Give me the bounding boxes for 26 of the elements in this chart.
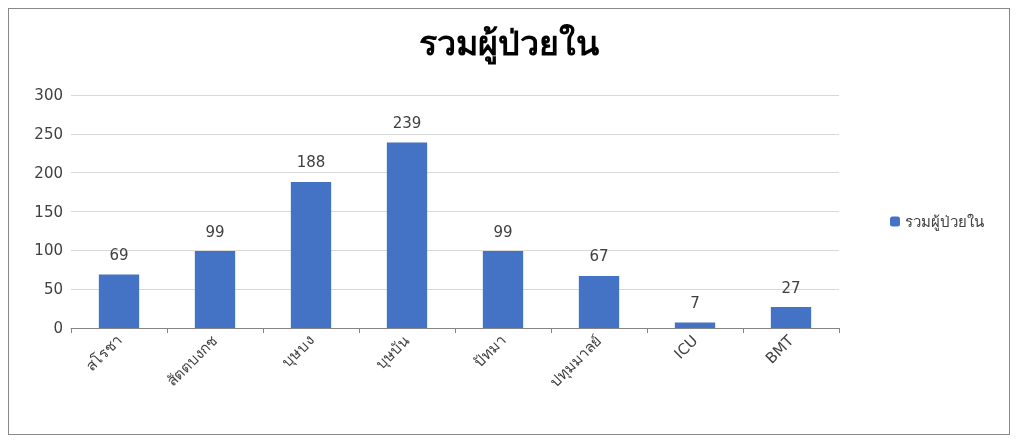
y-tick-label: 100	[34, 241, 63, 260]
bar	[98, 274, 140, 328]
chart-title: รวมผู้ป่วยใน	[419, 23, 599, 65]
y-tick-label: 50	[43, 280, 63, 299]
y-tick-label: 250	[34, 124, 63, 143]
y-tick-label: 300	[34, 86, 63, 104]
y-tick-label: 150	[34, 202, 63, 221]
bar	[674, 322, 716, 328]
bar	[386, 142, 428, 328]
y-tick-label: 0	[53, 319, 63, 337]
bar	[194, 251, 236, 328]
data-label: 239	[392, 113, 422, 132]
data-label: 99	[493, 222, 513, 241]
data-label: 99	[205, 222, 225, 241]
data-label: 188	[296, 153, 326, 172]
bar	[578, 275, 620, 328]
bar	[482, 251, 524, 328]
data-label: 67	[589, 247, 609, 266]
legend-label: รวมผู้ป่วยใน	[905, 212, 984, 231]
x-tick-label: ICU	[670, 331, 702, 363]
data-label: 69	[109, 245, 129, 264]
y-tick-label: 200	[34, 163, 63, 182]
bar	[770, 307, 812, 328]
data-label: 27	[781, 278, 801, 297]
data-label: 7	[690, 294, 700, 313]
bar	[290, 181, 332, 328]
